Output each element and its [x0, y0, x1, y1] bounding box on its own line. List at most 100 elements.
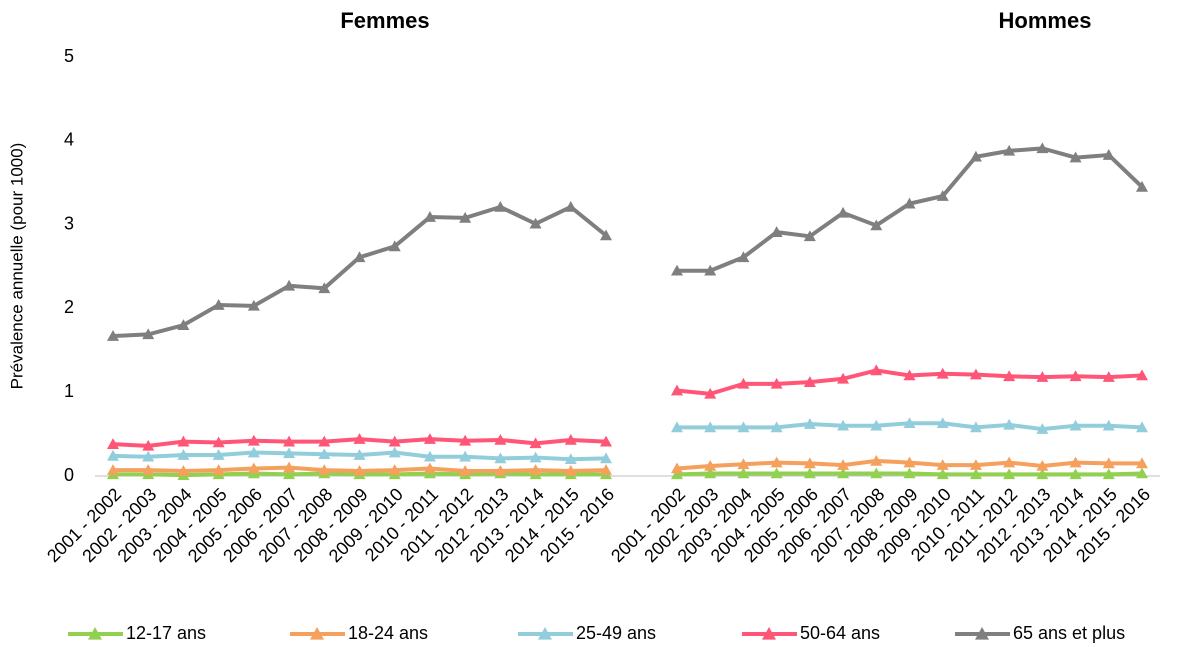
point-marker [177, 319, 190, 330]
point-marker [177, 464, 190, 476]
point-marker [600, 435, 612, 447]
point-marker [318, 435, 331, 447]
panel-title: Femmes [340, 8, 429, 33]
point-marker [737, 467, 750, 479]
point-marker [353, 433, 366, 444]
point-marker [1136, 180, 1148, 192]
legend-label: 18-24 ans [348, 623, 428, 643]
y-tick-label: 1 [64, 381, 74, 401]
point-marker [1036, 371, 1049, 382]
point-marker [1069, 151, 1082, 163]
point-marker [870, 467, 883, 479]
point-marker [318, 282, 331, 294]
point-marker [969, 468, 982, 480]
point-marker [1102, 457, 1115, 469]
point-marker [969, 368, 982, 380]
y-tick-label: 4 [64, 130, 74, 150]
point-marker [494, 201, 507, 212]
point-marker [247, 299, 260, 311]
legend-marker [310, 627, 324, 640]
point-marker [212, 436, 225, 448]
point-marker [803, 376, 816, 387]
point-marker [283, 461, 296, 473]
point-marker [600, 464, 612, 475]
point-marker [803, 467, 816, 479]
point-marker [837, 419, 850, 431]
point-marker [459, 434, 472, 446]
point-marker [1136, 421, 1148, 433]
point-marker [870, 219, 883, 231]
point-marker [1102, 149, 1115, 160]
point-marker [318, 448, 331, 460]
point-marker [423, 462, 436, 474]
point-marker [1136, 467, 1148, 479]
point-marker [704, 264, 717, 276]
legend-marker [762, 627, 776, 640]
point-marker [671, 384, 683, 396]
point-marker [212, 449, 225, 460]
point-marker [388, 435, 401, 447]
legend-label: 65 ans et plus [1013, 623, 1125, 643]
point-marker [936, 459, 949, 470]
point-marker [459, 450, 472, 462]
point-marker [529, 437, 542, 449]
point-marker [353, 464, 366, 476]
point-marker [1003, 456, 1016, 468]
point-marker [936, 468, 949, 480]
point-marker [737, 251, 750, 263]
point-marker [704, 387, 717, 399]
point-marker [1069, 370, 1082, 382]
point-marker [353, 251, 366, 263]
legend-marker [538, 627, 552, 640]
point-marker [671, 421, 683, 433]
point-marker [903, 369, 916, 381]
point-marker [1003, 468, 1016, 480]
point-marker [1036, 468, 1049, 480]
point-marker [1003, 370, 1016, 382]
point-marker [564, 464, 577, 476]
point-marker [704, 459, 717, 471]
point-marker [1102, 468, 1115, 480]
y-tick-label: 5 [64, 46, 74, 66]
point-marker [1102, 419, 1115, 431]
y-tick-label: 0 [64, 465, 74, 485]
point-marker [903, 197, 916, 209]
point-marker [969, 150, 982, 162]
point-marker [837, 372, 850, 384]
y-axis-label: Prévalence annuelle (pour 1000) [7, 143, 26, 390]
point-marker [564, 433, 577, 445]
point-marker [283, 468, 296, 480]
point-marker [803, 230, 816, 242]
panel-title: Hommes [999, 8, 1092, 33]
point-marker [388, 464, 401, 475]
legend-label: 12-17 ans [126, 623, 206, 643]
point-marker [1069, 456, 1082, 468]
point-marker [107, 464, 119, 475]
point-marker [737, 377, 750, 389]
point-marker [837, 459, 850, 470]
point-marker [903, 417, 916, 429]
point-marker [212, 299, 225, 310]
point-marker [671, 264, 683, 276]
point-marker [212, 464, 225, 475]
point-marker [388, 240, 401, 252]
point-marker [423, 433, 436, 444]
legend-marker [975, 627, 989, 640]
legend-marker [88, 627, 102, 640]
point-marker [770, 456, 783, 468]
point-marker [283, 447, 296, 459]
point-marker [803, 418, 816, 429]
y-tick-label: 3 [64, 213, 74, 233]
point-marker [107, 330, 119, 341]
point-marker [837, 467, 850, 479]
point-marker [247, 462, 260, 474]
point-marker [870, 419, 883, 431]
point-marker [837, 206, 850, 218]
point-marker [1003, 418, 1016, 430]
point-marker [1069, 419, 1082, 431]
point-marker [529, 464, 542, 475]
point-marker [247, 434, 260, 446]
point-marker [1136, 369, 1148, 381]
point-marker [936, 417, 949, 429]
